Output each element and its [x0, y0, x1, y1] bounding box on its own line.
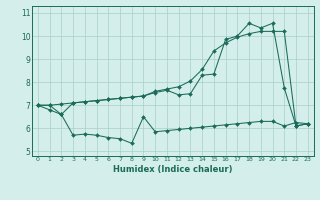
X-axis label: Humidex (Indice chaleur): Humidex (Indice chaleur)	[113, 165, 233, 174]
